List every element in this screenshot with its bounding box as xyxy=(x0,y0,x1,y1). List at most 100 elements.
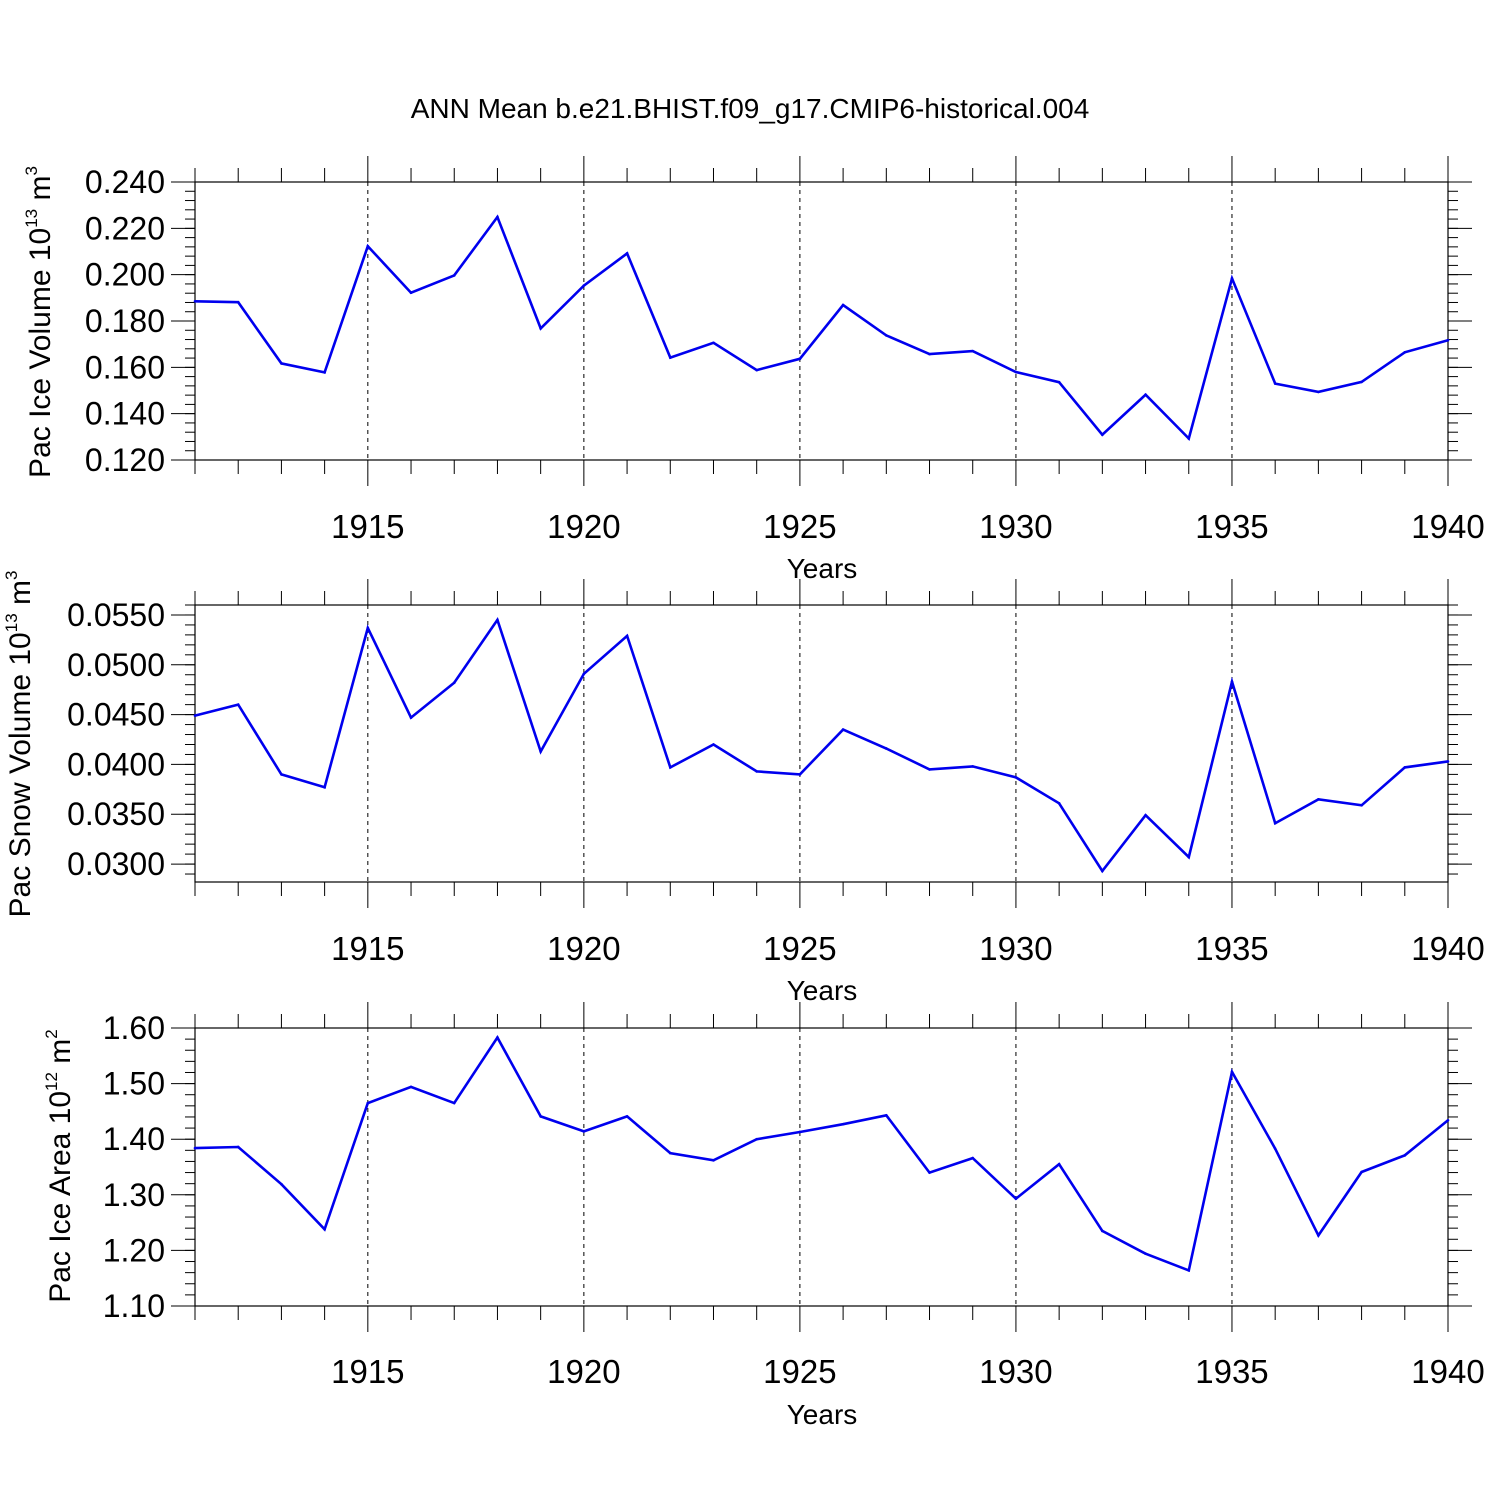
y-tick-label: 0.240 xyxy=(85,164,165,200)
y-tick-label: 1.60 xyxy=(103,1010,165,1046)
data-point xyxy=(885,1113,888,1117)
data-point xyxy=(582,672,586,676)
data-point xyxy=(1014,1197,1018,1200)
data-point xyxy=(1317,1234,1320,1237)
data-point xyxy=(1101,1229,1104,1233)
data-point xyxy=(1273,382,1277,385)
data-point xyxy=(1446,1118,1450,1122)
x-tick-label: 1920 xyxy=(547,508,620,545)
x-tick-label: 1930 xyxy=(979,930,1052,967)
y-tick-label: 1.40 xyxy=(103,1121,165,1157)
data-point xyxy=(496,618,499,622)
y-axis-label-main: Pac Ice Area 10 xyxy=(44,1091,77,1303)
data-point xyxy=(323,786,326,789)
y-tick-label: 0.160 xyxy=(85,349,165,385)
data-point xyxy=(971,349,975,353)
data-point xyxy=(1360,380,1363,384)
y-axis-label-exponent: 13 xyxy=(2,613,21,632)
data-point xyxy=(1230,1070,1234,1074)
y-axis-label-exponent: 12 xyxy=(42,1072,61,1091)
data-point xyxy=(712,1159,715,1162)
y-axis-label: Pac Snow Volume 1013 m3 xyxy=(2,571,37,918)
data-point xyxy=(193,300,197,303)
data-point xyxy=(1187,1269,1191,1272)
x-tick-label: 1930 xyxy=(979,508,1052,545)
data-point xyxy=(1057,1162,1061,1166)
data-point xyxy=(1230,680,1234,684)
data-point xyxy=(1317,390,1320,394)
data-point xyxy=(582,1130,586,1133)
data-point xyxy=(1273,1147,1277,1150)
data-point xyxy=(928,352,931,356)
x-tick-label: 1935 xyxy=(1195,508,1268,545)
x-tick-label: 1925 xyxy=(763,1353,836,1390)
data-point xyxy=(798,773,802,776)
data-point xyxy=(885,747,888,750)
data-point xyxy=(1144,813,1147,817)
data-point xyxy=(452,274,456,277)
data-point xyxy=(452,681,456,685)
x-tick-label: 1915 xyxy=(331,1353,404,1390)
series-line xyxy=(194,617,1449,874)
data-point xyxy=(1187,855,1191,859)
x-tick-label: 1915 xyxy=(331,930,404,967)
data-point xyxy=(928,768,931,771)
y-tick-label: 0.120 xyxy=(85,442,165,478)
data-point xyxy=(1187,437,1191,440)
data-point xyxy=(1101,433,1104,437)
data-point xyxy=(539,327,542,330)
x-tick-label: 1935 xyxy=(1195,930,1268,967)
data-point xyxy=(1144,393,1147,396)
data-point xyxy=(971,1156,975,1160)
data-point xyxy=(668,766,672,769)
data-point xyxy=(928,1171,931,1174)
panel-1: 0.120 0.140 0.160 0.180 0.200 0.220 0.240 1915 1… xyxy=(22,156,1485,584)
data-point xyxy=(280,773,283,776)
y-axis-label-unit: m xyxy=(4,580,37,613)
x-tick-label: 1925 xyxy=(763,930,836,967)
y-tick-label: 0.140 xyxy=(85,396,165,432)
data-point xyxy=(798,1130,802,1134)
data-point xyxy=(625,1115,629,1118)
y-tick-label: 0.200 xyxy=(85,257,165,293)
y-tick-label: 0.220 xyxy=(85,210,165,246)
data-point xyxy=(798,357,802,361)
x-axis-label: Years xyxy=(787,1399,858,1430)
data-point xyxy=(366,244,370,248)
plot-frame xyxy=(194,1027,1449,1307)
data-point xyxy=(1273,821,1277,825)
plot-frame xyxy=(194,604,1449,883)
data-point xyxy=(1317,797,1320,801)
chart-title: ANN Mean b.e21.BHIST.f09_g17.CMIP6-histo… xyxy=(411,93,1090,124)
data-point xyxy=(971,765,975,768)
y-axis-label-unit-exponent: 3 xyxy=(2,571,21,580)
y-tick-label: 0.0300 xyxy=(67,846,165,882)
x-tick-label: 1925 xyxy=(763,508,836,545)
data-point xyxy=(1057,380,1061,384)
data-point xyxy=(625,252,629,255)
data-point xyxy=(712,341,715,345)
x-tick-label: 1915 xyxy=(331,508,404,545)
data-point xyxy=(1446,338,1450,342)
plot-frame xyxy=(194,181,1449,461)
data-point xyxy=(668,356,672,359)
data-point xyxy=(668,1151,672,1155)
y-axis-label-main: Pac Ice Volume 10 xyxy=(24,228,57,478)
data-point xyxy=(625,634,629,638)
data-point xyxy=(755,1137,758,1141)
data-point xyxy=(1230,277,1234,280)
data-point xyxy=(1101,869,1104,873)
y-tick-label: 1.50 xyxy=(103,1066,165,1102)
data-point xyxy=(366,1101,370,1105)
data-point xyxy=(841,728,845,731)
y-tick-label: 0.0500 xyxy=(67,647,165,683)
x-tick-label: 1920 xyxy=(547,1353,620,1390)
series-line xyxy=(194,214,1449,442)
data-point xyxy=(1144,1252,1147,1256)
data-point xyxy=(1403,1154,1407,1157)
data-point xyxy=(1014,776,1018,779)
y-axis-label: Pac Ice Area 1012 m2 xyxy=(42,1029,77,1303)
series-line xyxy=(194,1034,1449,1273)
x-tick-label: 1940 xyxy=(1411,930,1484,967)
